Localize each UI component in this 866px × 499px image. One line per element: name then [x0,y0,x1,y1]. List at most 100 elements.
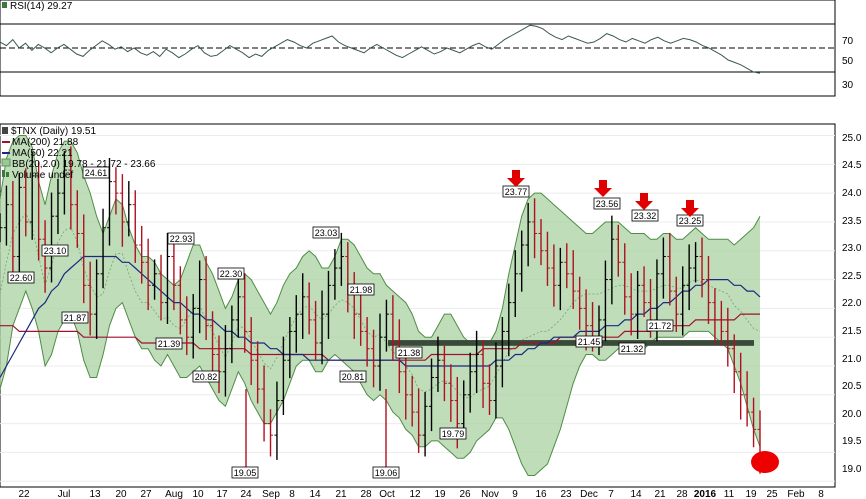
y-tick: 23.0 [842,243,862,254]
x-tick: Sep [262,489,280,499]
y-tick: 24.0 [842,188,862,199]
x-tick: Aug [165,489,183,499]
callout-label: 24.61 [85,168,108,178]
callout-label: 20.81 [342,372,365,382]
legend-ma50: MA(50) 22.21 [12,148,73,159]
y-tick: 22.0 [842,298,862,309]
legend-bb: BB(20,2.0) 19.78 - 21.72 - 23.66 [12,159,156,170]
callout-label: 23.10 [44,246,67,256]
down-arrow-icon [507,170,525,187]
chart-header-title: $TNX (Daily) 19.51 [11,126,96,137]
x-axis: 22 Jul 13 20 27 Aug 10 17 24 Sep 8 14 21… [18,489,824,499]
x-tick: Nov [481,489,499,499]
callout-label: 19.79 [442,429,465,439]
x-tick: 17 [216,489,228,499]
x-tick: 19 [745,489,757,499]
x-tick: 14 [309,489,321,499]
rsi-tick-30: 30 [842,80,854,91]
callout-label: 23.25 [679,216,702,226]
rsi-line [0,24,761,74]
callout-label: 21.98 [350,285,373,295]
callout-box [167,232,195,245]
callout-label: 21.45 [578,337,601,347]
y-axis: 25.0 24.5 24.0 23.5 23.0 22.5 22.0 21.5 … [842,133,862,475]
x-tick: 20 [115,489,127,499]
callout-box [217,267,245,280]
arrows [507,170,699,217]
x-tick: Feb [787,489,805,499]
x-tick: 2016 [694,489,717,499]
y-tick: 21.5 [842,326,862,337]
rsi-header: RSI(14) 29.27 [2,1,73,12]
x-tick: 8 [818,489,824,499]
callout-box [631,209,659,222]
callout-box [339,370,367,383]
red-circle-marker [751,451,779,473]
callout-label: 19.05 [234,468,257,478]
down-arrow-icon [681,200,699,217]
callout-label: 21.72 [649,321,672,331]
x-tick: 7 [608,489,614,499]
x-tick: 11 [724,489,735,499]
legend-bb-swatch [1,158,11,167]
callout-box [646,319,674,332]
y-tick: 20.0 [842,409,862,420]
x-tick: 19 [434,489,446,499]
y-tick: 21.0 [842,354,862,365]
callout-box [593,197,621,210]
x-tick: 25 [766,489,778,499]
support-band [388,340,754,346]
y-tick: 24.5 [842,160,862,171]
x-tick: 21 [654,489,666,499]
callout-label: 22.93 [170,234,193,244]
down-arrow-icon [594,180,612,197]
x-tick: 23 [560,489,572,499]
y-tick: 22.5 [842,271,862,282]
rsi-tick-50: 50 [842,56,854,67]
bollinger-band-fill [0,135,760,476]
x-tick: 13 [89,489,101,499]
callout-label: 19.06 [375,468,398,478]
callout-label: 21.87 [64,313,87,323]
x-tick: 28 [360,489,372,499]
callout-box [7,271,35,284]
rsi-layer [0,23,835,74]
callout-label: 21.38 [398,348,421,358]
x-tick: Oct [379,489,395,499]
callout-box [575,335,603,348]
callout-box [82,166,110,179]
x-tick: 27 [140,489,152,499]
y-tick: 19.0 [842,464,862,475]
legend-ma200: MA(200) 21.88 [12,137,79,148]
x-tick: 21 [335,489,347,499]
price-layer [0,135,835,482]
callout-box [312,226,340,239]
legend-volume: Volume undef [12,170,73,181]
legend-volume-swatch-2 [6,172,9,177]
callout-box [347,283,375,296]
callout-box [155,337,183,350]
callout-label: 23.32 [634,211,657,221]
x-tick: 24 [240,489,252,499]
callout-box [192,370,220,383]
callout-box [372,466,400,479]
y-tick: 23.5 [842,216,862,227]
callout-labels: 24.61 23.10 22.60 21.87 22.93 21.39 22.30 20.82… [7,166,704,479]
down-arrow-icon [635,193,653,210]
callout-box [618,342,646,355]
callout-label: 23.03 [315,228,338,238]
callout-box [61,311,89,324]
bb-upper-line [0,135,761,344]
callout-box [231,466,259,479]
callout-box [41,244,69,257]
y-tick: 20.5 [842,381,862,392]
callout-label: 22.60 [10,273,33,283]
callout-label: 21.39 [158,339,181,349]
chart-header-icon [2,127,8,134]
callout-box [395,346,423,359]
price-header: $TNX (Daily) 19.51 MA(200) 21.88 MA(50) … [1,126,156,181]
y-tick: 19.5 [842,436,862,447]
callout-label: 20.82 [195,372,218,382]
legend-volume-swatch [2,170,5,177]
